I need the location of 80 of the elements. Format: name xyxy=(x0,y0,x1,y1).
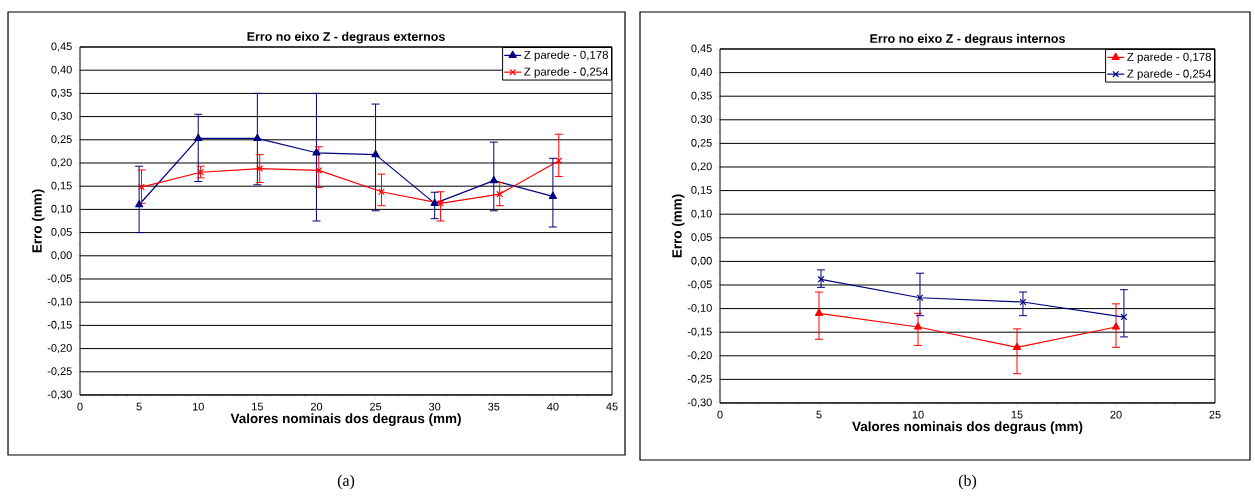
point xyxy=(378,188,385,196)
y-tick-label: -0,25 xyxy=(687,374,712,384)
point xyxy=(256,165,264,172)
x-tick-label: 0 xyxy=(717,410,723,419)
y-tick-label: 0,15 xyxy=(691,186,712,196)
chart-title: Erro no eixo Z - degraus internos xyxy=(870,33,1065,46)
x-tick-label: 15 xyxy=(252,402,263,411)
x-tick-label: 25 xyxy=(370,402,382,411)
y-axis-title: Erro (mm) xyxy=(671,194,685,258)
y-tick-label: -0,30 xyxy=(47,390,72,400)
y-tick-label: 0,10 xyxy=(51,204,72,214)
point xyxy=(916,294,924,302)
y-tick-label: 0,45 xyxy=(691,44,712,54)
x-tick-label: 10 xyxy=(912,410,924,419)
y-tick-label: 0,40 xyxy=(51,65,72,75)
y-tick-label: -0,10 xyxy=(687,304,712,314)
point xyxy=(312,148,321,156)
legend-label: Z parede - 0,254 xyxy=(1127,69,1212,80)
x-axis-title: Valores nominais dos degraus (mm) xyxy=(852,421,1083,434)
y-tick-label: -0,25 xyxy=(47,367,72,377)
text: (b) xyxy=(958,474,977,490)
y-tick-label: -0,30 xyxy=(687,398,712,408)
y-tick-label: 0,35 xyxy=(691,91,712,101)
x-tick-label: 15 xyxy=(1011,410,1023,419)
point xyxy=(138,183,145,191)
point xyxy=(814,308,824,316)
chart-title: Erro no eixo Z - degraus externos xyxy=(247,31,445,44)
point xyxy=(555,157,563,165)
point xyxy=(1111,322,1121,330)
y-tick-label: 0,05 xyxy=(691,233,712,243)
x-tick-label: 0 xyxy=(77,402,83,411)
x-tick-label: 30 xyxy=(429,402,441,411)
y-tick-label: 0,05 xyxy=(51,228,72,238)
y-tick-label: 0,45 xyxy=(51,42,72,52)
text: (a) xyxy=(337,474,355,490)
legend-label: Z parede - 0,178 xyxy=(524,50,608,62)
x-tick-label: 20 xyxy=(310,402,323,411)
y-tick-label: 0,15 xyxy=(51,181,72,191)
y-tick-label: 0,30 xyxy=(51,112,72,122)
point xyxy=(913,322,923,330)
legend-label: Z parede - 0,178 xyxy=(1127,52,1211,64)
y-tick-label: -0,20 xyxy=(47,344,72,354)
x-axis-title: Valores nominais dos degraus (mm) xyxy=(230,413,461,426)
x-tick-label: 5 xyxy=(136,402,142,411)
y-tick-label: 0,00 xyxy=(691,256,712,266)
point xyxy=(496,190,504,198)
y-tick-label: 0,25 xyxy=(691,138,712,148)
x-tick-label: 25 xyxy=(1209,410,1221,419)
x-tick-label: 20 xyxy=(1110,410,1122,419)
y-tick-label: 0,35 xyxy=(51,88,72,98)
point xyxy=(430,198,439,206)
y-tick-label: -0,15 xyxy=(47,320,72,330)
x-tick-label: 45 xyxy=(606,402,618,411)
y-tick-label: 0,20 xyxy=(691,162,712,172)
y-tick-label: -0,15 xyxy=(687,327,712,337)
y-axis-title: Erro (mm) xyxy=(31,189,45,253)
y-tick-label: -0,20 xyxy=(687,351,712,361)
x-tick-label: 40 xyxy=(547,402,559,411)
y-tick-label: 0,40 xyxy=(691,68,712,78)
y-tick-label: 0,10 xyxy=(691,209,712,219)
point xyxy=(371,150,380,158)
y-tick-label: -0,05 xyxy=(47,274,72,284)
y-tick-label: -0,05 xyxy=(687,280,712,290)
point xyxy=(817,275,825,283)
y-tick-label: 0,20 xyxy=(51,158,72,168)
point xyxy=(135,200,144,208)
y-tick-label: 0,25 xyxy=(51,135,72,145)
y-tick-label: 0,00 xyxy=(51,251,72,261)
point xyxy=(548,191,557,199)
point xyxy=(253,133,262,141)
x-tick-label: 10 xyxy=(192,402,204,411)
x-tick-label: 5 xyxy=(816,410,822,419)
point xyxy=(194,133,203,141)
y-tick-label: -0,10 xyxy=(47,297,72,307)
y-tick-label: 0,30 xyxy=(691,115,712,125)
point xyxy=(315,166,323,174)
x-tick-label: 35 xyxy=(488,402,500,411)
legend-label: Z parede - 0,254 xyxy=(524,67,609,78)
point xyxy=(489,176,498,184)
point xyxy=(1012,342,1022,350)
